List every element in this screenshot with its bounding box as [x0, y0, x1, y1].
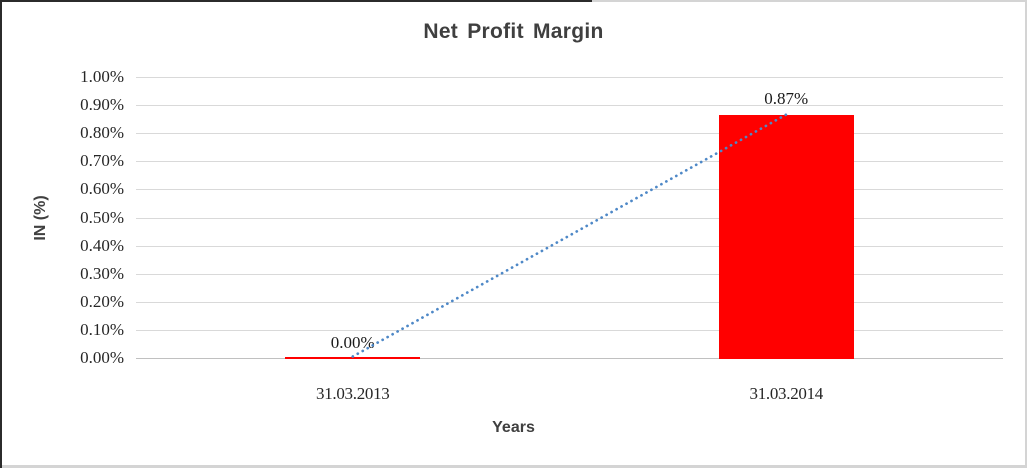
y-tick-label: 0.10%	[80, 319, 124, 339]
frame-border-bottom	[0, 465, 1027, 468]
gridline-0.00%	[136, 358, 1003, 359]
gridline-0.50%	[136, 217, 1003, 219]
y-tick-label: 0.70%	[80, 151, 124, 171]
y-tick-label: 0.60%	[80, 179, 124, 199]
y-tick-label: 0.20%	[80, 291, 124, 311]
x-tick-label-31.03.2013: 31.03.2013	[315, 384, 390, 403]
gridline-1.00%	[136, 77, 1003, 78]
gridline-0.80%	[136, 133, 1003, 135]
frame-border-top-accent	[0, 0, 592, 2]
frame-border-left-accent	[0, 0, 2, 468]
gridline-0.10%	[136, 329, 1003, 331]
x-tick-label-31.03.2014: 31.03.2014	[749, 384, 824, 403]
y-tick-label: 0.40%	[80, 235, 124, 255]
y-tick-label: 1.00%	[80, 67, 124, 86]
gridline-0.60%	[136, 189, 1003, 191]
plot-area	[136, 77, 1003, 359]
y-tick-label: 0.30%	[80, 263, 124, 283]
data-label-31.03.2013: 0.00%	[330, 333, 375, 352]
y-tick-label: 0.00%	[80, 348, 124, 367]
data-label-31.03.2014: 0.87%	[764, 88, 809, 108]
chart-title: Net Profit Margin	[423, 20, 604, 43]
y-tick-label: 0.80%	[80, 123, 124, 143]
x-axis-title: Years	[492, 419, 535, 436]
y-tick-label: 0.50%	[80, 207, 124, 227]
frame-border-right	[1025, 0, 1027, 468]
bar-31.03.2014	[718, 114, 854, 359]
gridline-0.90%	[136, 105, 1003, 107]
bar-31.03.2013	[285, 356, 421, 359]
y-tick-label: 0.90%	[80, 95, 124, 115]
gridline-0.30%	[136, 273, 1003, 275]
gridline-0.20%	[136, 301, 1003, 303]
gridline-0.40%	[136, 245, 1003, 247]
gridline-0.70%	[136, 161, 1003, 163]
